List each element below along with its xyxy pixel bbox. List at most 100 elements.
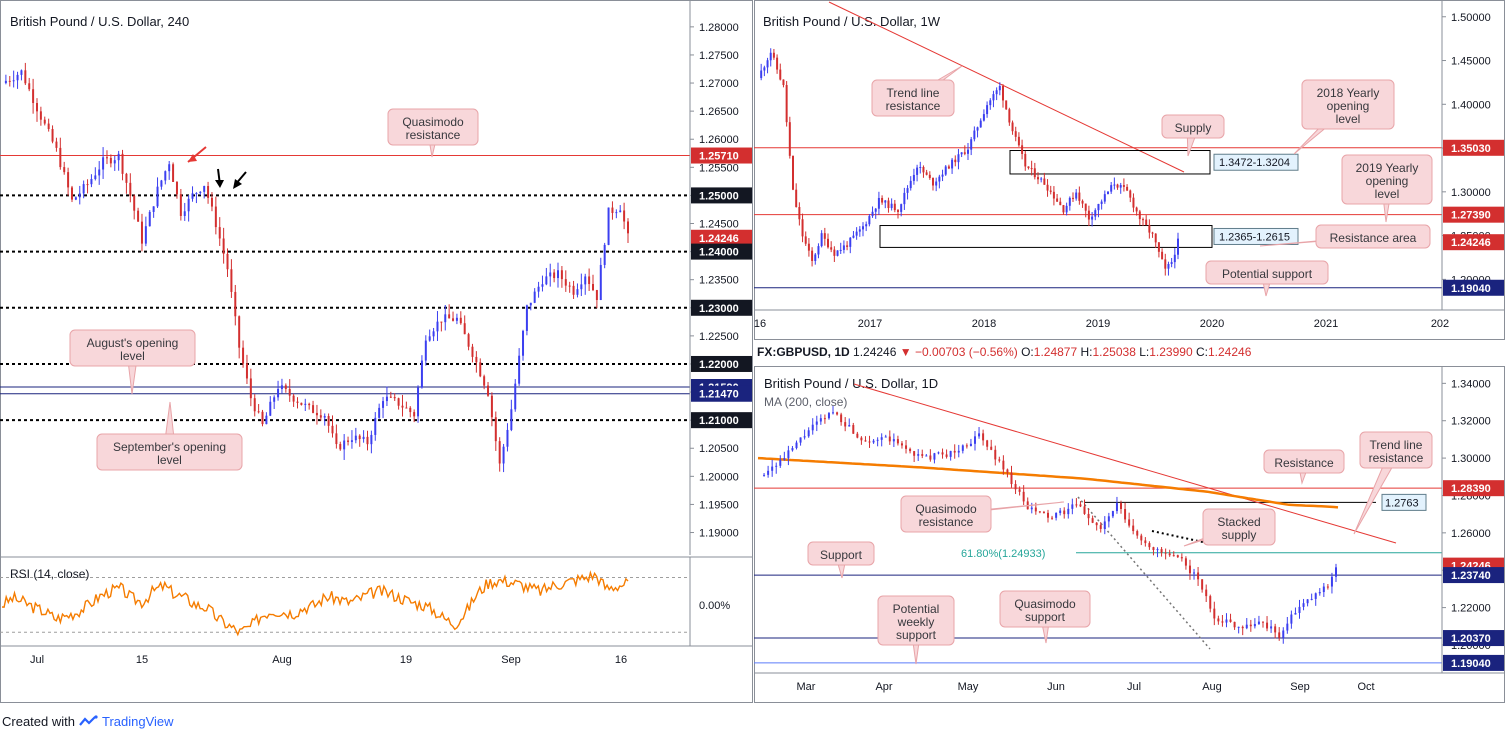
- price-badge: [1443, 279, 1504, 296]
- candle-body: [1168, 553, 1171, 556]
- candle-body: [331, 425, 334, 434]
- candle-body: [1136, 531, 1139, 536]
- candle-body: [12, 80, 15, 82]
- candle-body: [827, 238, 829, 248]
- candle-body: [475, 356, 478, 363]
- candle-body: [960, 152, 963, 155]
- candle-body: [1124, 508, 1127, 520]
- candle-body: [358, 435, 361, 440]
- candle-body: [957, 450, 960, 453]
- tradingview-link[interactable]: TradingView: [79, 714, 174, 729]
- candle-body: [903, 192, 906, 205]
- candle-body: [1084, 203, 1087, 211]
- time-tick-label: Apr: [875, 681, 892, 693]
- candle-body: [1091, 518, 1094, 523]
- callout-augusts-opening-level-text: level: [120, 349, 145, 363]
- time-tick-label: 15: [136, 654, 148, 666]
- candle-body: [1046, 184, 1049, 191]
- candle-body: [937, 452, 940, 454]
- candle-body: [109, 157, 112, 164]
- candle-body: [1330, 576, 1333, 587]
- price-badge-label: 1.23000: [699, 303, 739, 315]
- candle-body: [916, 167, 919, 175]
- ohlc-down-arrow: ▼: [899, 345, 912, 359]
- candle-body: [238, 316, 241, 348]
- callout-trend-line-resistance-text: resistance: [1369, 451, 1424, 465]
- candle-body: [595, 290, 598, 301]
- candle-body: [976, 127, 979, 131]
- callout-supply: [1161, 114, 1225, 139]
- zone-label-box: [1381, 493, 1427, 511]
- candle-body: [533, 291, 536, 303]
- candle-body: [78, 193, 81, 198]
- candle-body: [1110, 185, 1113, 192]
- candle-body: [366, 436, 369, 445]
- candle-body: [906, 188, 909, 193]
- candle-body: [1326, 586, 1329, 588]
- candle-body: [897, 210, 899, 212]
- callout-quasimodo-support-text: support: [1025, 610, 1066, 624]
- candle-body: [24, 70, 27, 84]
- weekly-chart-panel[interactable]: British Pound / U.S. Dollar, 1W 1.3472-1.…: [754, 0, 1505, 340]
- candle-body: [195, 192, 198, 194]
- candle-body: [1278, 632, 1281, 638]
- daily-chart-panel[interactable]: British Pound / U.S. Dollar, 1D MA (200, …: [754, 366, 1505, 703]
- price-tick-label: 1.32000: [1451, 416, 1491, 428]
- candle-body: [1245, 624, 1248, 629]
- ohlc-readout: FX:GBPUSD, 1D 1.24246 ▼ −0.00703 (−0.56%…: [757, 345, 1251, 359]
- candle-body: [965, 445, 968, 447]
- ma-label: MA (200, close): [764, 395, 847, 409]
- candle-body: [1261, 621, 1264, 623]
- candle-body: [1008, 109, 1011, 123]
- candle-body: [1138, 211, 1141, 220]
- price-badge-label: 1.25710: [699, 151, 739, 163]
- candle-body: [292, 395, 295, 402]
- callout-support: [807, 541, 875, 566]
- callout-augusts-opening-level: [69, 329, 196, 367]
- candle-body: [382, 401, 385, 408]
- candle-body: [919, 166, 922, 168]
- supply-zone-label-box: [1213, 153, 1299, 171]
- candle-body: [967, 149, 969, 154]
- candle-body: [957, 154, 960, 163]
- callout-2019-yearly-opening-level-text: 2019 Yearly: [1356, 161, 1419, 175]
- candle-body: [55, 141, 58, 148]
- candle-body: [887, 200, 890, 209]
- candle-body: [1030, 507, 1033, 510]
- callout-quasimodo-support-text: Quasimodo: [1014, 597, 1076, 611]
- candle-body: [782, 79, 785, 86]
- candle-body: [909, 180, 912, 189]
- callout-stacked-supply-text: Stacked: [1217, 515, 1260, 529]
- time-tick-label: Sep: [1290, 681, 1310, 693]
- candle-body: [909, 448, 912, 452]
- candle-body: [59, 147, 62, 168]
- candle-body: [791, 448, 794, 451]
- callout-resistance-text: Resistance: [1274, 456, 1334, 470]
- callout-support-text: Support: [820, 548, 863, 562]
- candle-body: [514, 383, 517, 410]
- candle-body: [105, 157, 108, 159]
- candle-body: [179, 194, 182, 216]
- candle-body: [308, 403, 311, 406]
- candle-body: [389, 396, 392, 398]
- candle-body: [413, 412, 416, 417]
- candle-body: [830, 247, 833, 250]
- candle-body: [890, 203, 893, 209]
- candle-body: [795, 442, 798, 449]
- price-tick-label: 1.27000: [699, 78, 739, 90]
- candle-body: [627, 221, 629, 234]
- candle-body: [284, 385, 287, 389]
- candle-body: [1145, 219, 1148, 225]
- callout-septembers-opening-level: [96, 433, 243, 471]
- candle-body: [603, 244, 606, 265]
- candle-body: [1002, 460, 1005, 470]
- candle-body: [973, 130, 976, 140]
- ohlc-open-label: O:: [1021, 345, 1034, 359]
- candle-body: [463, 323, 466, 335]
- candle-body: [1213, 608, 1216, 619]
- price-tick-label: 1.20000: [699, 471, 739, 483]
- price-badge-label: 1.22000: [699, 359, 739, 371]
- left-chart-panel[interactable]: British Pound / U.S. Dollar, 240 Quasimod…: [0, 0, 753, 703]
- candle-body: [1017, 136, 1020, 146]
- candle-body: [327, 415, 330, 426]
